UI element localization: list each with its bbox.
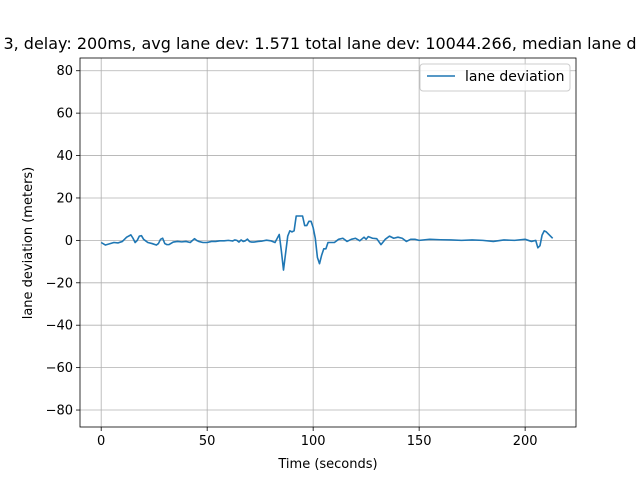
legend-box: [419, 63, 571, 92]
x-tick-label: 100: [301, 434, 326, 449]
plot-area: 0 50 100 150 200 −80 −60 −40 −20 0 20 40 60 80: [46, 57, 577, 449]
y-axis-label: lane deviation (meters): [21, 167, 36, 320]
axes-frame: [79, 57, 577, 428]
x-tick-label: 150: [407, 434, 432, 449]
y-tick-label: 80: [56, 64, 73, 79]
legend: lane deviation: [419, 63, 571, 92]
y-tick-label: −60: [46, 361, 73, 376]
y-tick-label: −80: [46, 404, 73, 419]
x-axis-label: Time (seconds): [277, 457, 377, 472]
y-tick-label: −40: [46, 319, 73, 334]
y-tick-label: −20: [46, 276, 73, 291]
x-tick-label: 0: [97, 434, 105, 449]
y-tick-label: 0: [65, 234, 73, 249]
y-tick-label: 40: [56, 149, 73, 164]
y-tick-label: 60: [56, 107, 73, 122]
x-tick-label: 50: [199, 434, 216, 449]
chart-title: 3, delay: 200ms, avg lane dev: 1.571 tot…: [3, 34, 636, 53]
y-tick-label: 20: [56, 191, 73, 206]
x-tick-label: 200: [513, 434, 538, 449]
legend-label: lane deviation: [465, 69, 564, 85]
series-line-0: [100, 215, 554, 271]
